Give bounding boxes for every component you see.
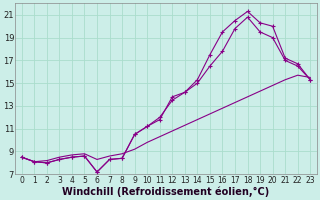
X-axis label: Windchill (Refroidissement éolien,°C): Windchill (Refroidissement éolien,°C) xyxy=(62,186,270,197)
